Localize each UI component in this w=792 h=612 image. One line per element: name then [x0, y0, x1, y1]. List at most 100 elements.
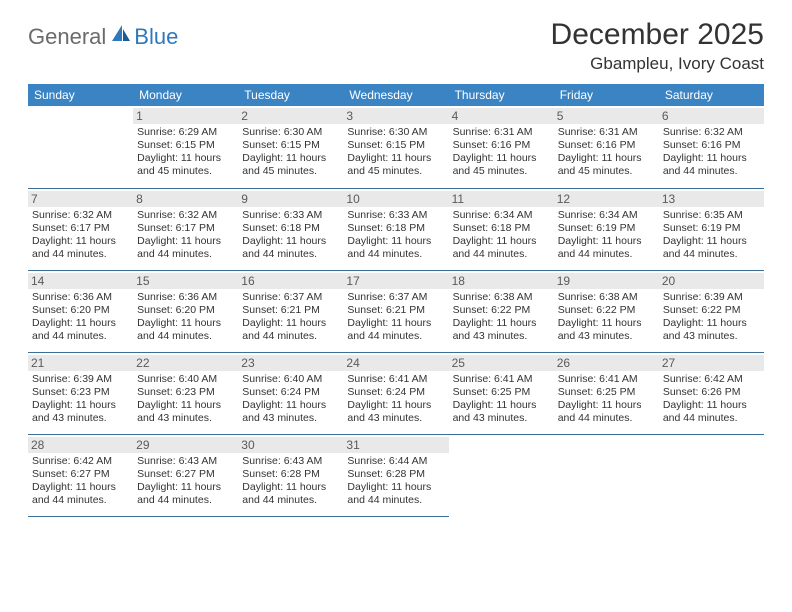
day-details: Sunrise: 6:37 AMSunset: 6:21 PMDaylight:… [347, 291, 444, 344]
day-number: 6 [659, 108, 764, 124]
day-details: Sunrise: 6:40 AMSunset: 6:24 PMDaylight:… [242, 373, 339, 426]
title-block: December 2025 Gbampleu, Ivory Coast [551, 18, 764, 74]
day-details: Sunrise: 6:39 AMSunset: 6:22 PMDaylight:… [663, 291, 760, 344]
day-details: Sunrise: 6:33 AMSunset: 6:18 PMDaylight:… [242, 209, 339, 262]
day-number: 9 [238, 191, 343, 207]
calendar-cell: 4 Sunrise: 6:31 AMSunset: 6:16 PMDaylight… [449, 106, 554, 188]
calendar-cell: 29Sunrise: 6:43 AMSunset: 6:27 PMDayligh… [133, 434, 238, 516]
day-details: Sunrise: 6:34 AMSunset: 6:18 PMDaylight:… [453, 209, 550, 262]
calendar-cell [554, 434, 659, 516]
day-number: 7 [28, 191, 133, 207]
calendar-cell: 31 Sunrise: 6:44 AMSunset: 6:28 PMDayligh… [343, 434, 448, 516]
weekday-header: Thursday [449, 84, 554, 106]
calendar-cell [449, 434, 554, 516]
calendar-row: 14Sunrise: 6:36 AMSunset: 6:20 PMDayligh… [28, 270, 764, 352]
day-details: Sunrise: 6:42 AMSunset: 6:27 PMDaylight:… [32, 455, 129, 508]
calendar-cell: 28 Sunrise: 6:42 AMSunset: 6:27 PMDayligh… [28, 434, 133, 516]
calendar-cell: 10Sunrise: 6:33 AMSunset: 6:18 PMDayligh… [343, 188, 448, 270]
day-details: Sunrise: 6:40 AMSunset: 6:23 PMDaylight:… [137, 373, 234, 426]
day-details: Sunrise: 6:38 AMSunset: 6:22 PMDaylight:… [558, 291, 655, 344]
calendar-cell: 15Sunrise: 6:36 AMSunset: 6:20 PMDayligh… [133, 270, 238, 352]
day-details: Sunrise: 6:30 AMSunset: 6:15 PMDaylight:… [347, 126, 444, 179]
day-details: Sunrise: 6:32 AMSunset: 6:17 PMDaylight:… [32, 209, 129, 262]
day-details: Sunrise: 6:31 AMSunset: 6:16 PMDaylight:… [453, 126, 550, 179]
day-details: Sunrise: 6:30 AMSunset: 6:15 PMDaylight:… [242, 126, 339, 179]
calendar-cell: 26Sunrise: 6:41 AMSunset: 6:25 PMDayligh… [554, 352, 659, 434]
day-details: Sunrise: 6:43 AMSunset: 6:27 PMDaylight:… [137, 455, 234, 508]
calendar-cell: 3 Sunrise: 6:30 AMSunset: 6:15 PMDaylight… [343, 106, 448, 188]
day-details: Sunrise: 6:36 AMSunset: 6:20 PMDaylight:… [32, 291, 129, 344]
calendar-cell: 8 Sunrise: 6:32 AMSunset: 6:17 PMDaylight… [133, 188, 238, 270]
calendar-cell: 23 Sunrise: 6:40 AMSunset: 6:24 PMDayligh… [238, 352, 343, 434]
logo-text-general: General [28, 24, 106, 50]
day-number: 23 [238, 355, 343, 371]
calendar-page: General Blue December 2025 Gbampleu, Ivo… [0, 0, 792, 527]
day-details: Sunrise: 6:36 AMSunset: 6:20 PMDaylight:… [137, 291, 234, 344]
day-number: 11 [449, 191, 554, 207]
day-details: Sunrise: 6:31 AMSunset: 6:16 PMDaylight:… [558, 126, 655, 179]
day-number: 14 [28, 273, 133, 289]
day-number: 19 [554, 273, 659, 289]
page-title: December 2025 [551, 18, 764, 52]
weekday-header: Wednesday [343, 84, 448, 106]
day-details: Sunrise: 6:32 AMSunset: 6:16 PMDaylight:… [663, 126, 760, 179]
day-details: Sunrise: 6:39 AMSunset: 6:23 PMDaylight:… [32, 373, 129, 426]
weekday-header-row: SundayMondayTuesdayWednesdayThursdayFrid… [28, 84, 764, 106]
calendar-row: 28 Sunrise: 6:42 AMSunset: 6:27 PMDayligh… [28, 434, 764, 516]
calendar-cell: 20 Sunrise: 6:39 AMSunset: 6:22 PMDayligh… [659, 270, 764, 352]
calendar-cell: 16Sunrise: 6:37 AMSunset: 6:21 PMDayligh… [238, 270, 343, 352]
day-number: 12 [554, 191, 659, 207]
calendar-cell: 2Sunrise: 6:30 AMSunset: 6:15 PMDaylight… [238, 106, 343, 188]
day-number: 1 [133, 108, 238, 124]
header: General Blue December 2025 Gbampleu, Ivo… [28, 18, 764, 74]
calendar-cell: 14 Sunrise: 6:36 AMSunset: 6:20 PMDayligh… [28, 270, 133, 352]
day-details: Sunrise: 6:42 AMSunset: 6:26 PMDaylight:… [663, 373, 760, 426]
day-details: Sunrise: 6:29 AMSunset: 6:15 PMDaylight:… [137, 126, 234, 179]
calendar-body: 1 Sunrise: 6:29 AMSunset: 6:15 PMDaylight… [28, 106, 764, 516]
calendar-cell: 22 Sunrise: 6:40 AMSunset: 6:23 PMDayligh… [133, 352, 238, 434]
calendar-table: SundayMondayTuesdayWednesdayThursdayFrid… [28, 84, 764, 517]
calendar-cell: 30Sunrise: 6:43 AMSunset: 6:28 PMDayligh… [238, 434, 343, 516]
calendar-cell: 21 Sunrise: 6:39 AMSunset: 6:23 PMDayligh… [28, 352, 133, 434]
day-details: Sunrise: 6:32 AMSunset: 6:17 PMDaylight:… [137, 209, 234, 262]
weekday-header: Tuesday [238, 84, 343, 106]
day-details: Sunrise: 6:37 AMSunset: 6:21 PMDaylight:… [242, 291, 339, 344]
weekday-header: Monday [133, 84, 238, 106]
calendar-cell: 9 Sunrise: 6:33 AMSunset: 6:18 PMDaylight… [238, 188, 343, 270]
calendar-cell: 13Sunrise: 6:35 AMSunset: 6:19 PMDayligh… [659, 188, 764, 270]
logo: General Blue [28, 24, 178, 50]
day-details: Sunrise: 6:33 AMSunset: 6:18 PMDaylight:… [347, 209, 444, 262]
day-details: Sunrise: 6:44 AMSunset: 6:28 PMDaylight:… [347, 455, 444, 508]
day-number: 28 [28, 437, 133, 453]
day-number: 20 [659, 273, 764, 289]
day-number: 22 [133, 355, 238, 371]
day-number: 24 [343, 355, 448, 371]
calendar-cell: 27 Sunrise: 6:42 AMSunset: 6:26 PMDayligh… [659, 352, 764, 434]
day-number: 31 [343, 437, 448, 453]
calendar-cell: 6 Sunrise: 6:32 AMSunset: 6:16 PMDaylight… [659, 106, 764, 188]
day-number: 27 [659, 355, 764, 371]
day-number: 3 [343, 108, 448, 124]
calendar-cell [659, 434, 764, 516]
calendar-row: 21 Sunrise: 6:39 AMSunset: 6:23 PMDayligh… [28, 352, 764, 434]
calendar-cell: 18Sunrise: 6:38 AMSunset: 6:22 PMDayligh… [449, 270, 554, 352]
day-number: 13 [659, 191, 764, 207]
day-number: 30 [238, 437, 343, 453]
day-details: Sunrise: 6:41 AMSunset: 6:25 PMDaylight:… [453, 373, 550, 426]
calendar-row: 1 Sunrise: 6:29 AMSunset: 6:15 PMDaylight… [28, 106, 764, 188]
day-number: 25 [449, 355, 554, 371]
location-label: Gbampleu, Ivory Coast [551, 54, 764, 74]
day-number: 8 [133, 191, 238, 207]
weekday-header: Sunday [28, 84, 133, 106]
day-number: 17 [343, 273, 448, 289]
calendar-cell: 24 Sunrise: 6:41 AMSunset: 6:24 PMDayligh… [343, 352, 448, 434]
calendar-cell: 7 Sunrise: 6:32 AMSunset: 6:17 PMDaylight… [28, 188, 133, 270]
day-number: 21 [28, 355, 133, 371]
calendar-cell: 25 Sunrise: 6:41 AMSunset: 6:25 PMDayligh… [449, 352, 554, 434]
weekday-header: Friday [554, 84, 659, 106]
day-details: Sunrise: 6:41 AMSunset: 6:24 PMDaylight:… [347, 373, 444, 426]
weekday-header: Saturday [659, 84, 764, 106]
day-details: Sunrise: 6:38 AMSunset: 6:22 PMDaylight:… [453, 291, 550, 344]
logo-sail-icon [110, 23, 132, 48]
day-number: 4 [449, 108, 554, 124]
